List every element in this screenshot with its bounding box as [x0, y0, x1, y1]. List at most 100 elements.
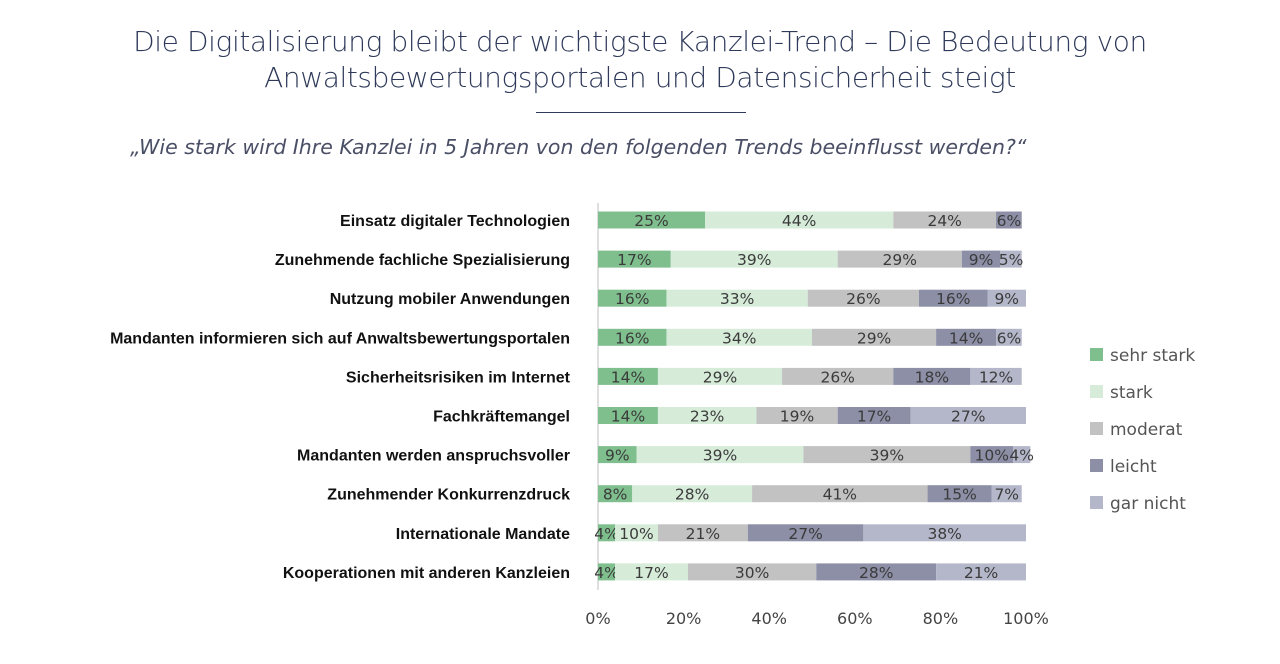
bar-segment	[1013, 446, 1031, 464]
data-label: 17%	[634, 564, 668, 582]
bar-segment	[657, 524, 748, 542]
x-tick-label: 60%	[837, 609, 873, 628]
data-label: 10%	[975, 447, 1009, 465]
data-label: 39%	[703, 447, 737, 465]
bar-segment	[615, 563, 688, 581]
data-label: 16%	[615, 290, 649, 308]
bar-segment	[961, 250, 1001, 268]
data-label: 44%	[782, 212, 816, 230]
category-label: Fachkräftemangel	[433, 409, 570, 426]
category-label: Nutzung mobiler Anwendungen	[330, 291, 570, 308]
bar-segment	[816, 563, 937, 581]
data-label: 26%	[820, 368, 854, 386]
data-label: 29%	[857, 329, 891, 347]
category-label: Sicherheitsrisiken im Internet	[346, 369, 571, 386]
data-label: 38%	[927, 525, 961, 543]
bar-segment	[598, 446, 637, 464]
title-divider	[536, 112, 746, 113]
data-label: 14%	[611, 368, 645, 386]
bar-segment	[598, 367, 658, 385]
legend-swatch	[1090, 496, 1103, 509]
data-label: 4%	[594, 525, 619, 543]
bar-segment	[598, 485, 633, 503]
data-label: 29%	[883, 251, 917, 269]
data-label: 9%	[969, 251, 994, 269]
data-label: 27%	[788, 525, 822, 543]
x-tick-label: 0%	[585, 609, 610, 628]
bar-segment	[752, 485, 928, 503]
data-label: 33%	[720, 290, 754, 308]
data-label: 10%	[619, 525, 653, 543]
bar-segment	[615, 524, 658, 542]
bar-segment	[636, 446, 804, 464]
survey-question: „Wie stark wird Ihre Kanzlei in 5 Jahren…	[130, 135, 1027, 159]
data-label: 4%	[1009, 447, 1034, 465]
data-label: 39%	[870, 447, 904, 465]
bar-segment	[705, 211, 894, 229]
chart-title: Die Digitalisierung bleibt der wichtigst…	[0, 24, 1280, 96]
chart-title-line-1: Die Digitalisierung bleibt der wichtigst…	[133, 25, 1147, 58]
x-tick-label: 40%	[751, 609, 787, 628]
bar-segment	[991, 485, 1022, 503]
category-label: Einsatz digitaler Technologien	[340, 213, 570, 230]
bar-segment	[837, 407, 911, 424]
bar-segment	[1000, 250, 1022, 268]
bar-segment	[970, 367, 1022, 385]
bar-segment	[970, 446, 1014, 464]
data-label: 23%	[690, 408, 724, 426]
chart-title-line-2: Anwaltsbewertungsportalen und Datensiche…	[264, 61, 1016, 94]
legend-label: leicht	[1110, 457, 1157, 477]
x-tick-label: 20%	[666, 609, 702, 628]
data-label: 28%	[859, 564, 893, 582]
bar-segment	[812, 328, 937, 346]
data-label: 21%	[964, 564, 998, 582]
legend-label: moderat	[1110, 420, 1183, 440]
bar-segment	[598, 328, 667, 346]
x-tick-label: 100%	[1003, 609, 1049, 628]
bar-segment	[893, 211, 997, 229]
data-label: 39%	[737, 251, 771, 269]
bar-segment	[927, 485, 992, 503]
data-label: 41%	[823, 486, 857, 504]
bar-segment	[657, 367, 783, 385]
x-tick-label: 80%	[923, 609, 959, 628]
data-label: 17%	[857, 408, 891, 426]
data-label: 16%	[615, 329, 649, 347]
data-label: 5%	[999, 251, 1024, 269]
data-label: 21%	[686, 525, 720, 543]
category-label: Internationale Mandate	[396, 526, 570, 543]
data-label: 9%	[994, 290, 1019, 308]
legend-label: stark	[1110, 383, 1153, 403]
data-label: 26%	[846, 290, 880, 308]
bar-segment	[598, 563, 616, 581]
bar-segment	[987, 289, 1026, 307]
category-label: Kooperationen mit anderen Kanzleien	[283, 565, 570, 582]
bar-segment	[837, 250, 962, 268]
data-label: 27%	[951, 408, 985, 426]
data-label: 18%	[915, 368, 949, 386]
bar-segment	[670, 250, 838, 268]
bar-segment	[803, 446, 971, 464]
data-label: 24%	[927, 212, 961, 230]
legend-label: gar nicht	[1110, 494, 1186, 514]
bar-segment	[598, 407, 658, 424]
data-label: 29%	[703, 368, 737, 386]
data-label: 9%	[605, 447, 630, 465]
bar-segment	[910, 407, 1026, 424]
legend-label: sehr stark	[1110, 346, 1195, 366]
data-label: 19%	[780, 408, 814, 426]
data-label: 25%	[634, 212, 668, 230]
bar-segment	[996, 328, 1022, 346]
legend-swatch	[1090, 459, 1103, 472]
bar-segment	[936, 563, 1026, 581]
bar-segment	[919, 289, 988, 307]
data-label: 4%	[594, 564, 619, 582]
data-label: 15%	[942, 486, 976, 504]
bar-segment	[996, 211, 1022, 229]
bar-segment	[598, 289, 667, 307]
category-label: Zunehmender Konkurrenzdruck	[327, 487, 570, 504]
data-label: 17%	[617, 251, 651, 269]
bar-segment	[807, 289, 919, 307]
data-label: 16%	[936, 290, 970, 308]
bar-segment	[657, 407, 757, 424]
